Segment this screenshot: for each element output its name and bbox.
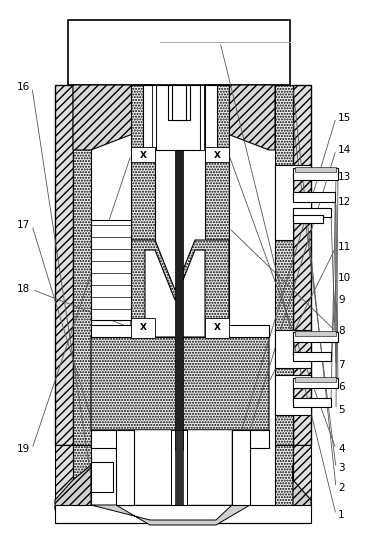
Bar: [205, 318, 229, 338]
Bar: [293, 208, 331, 217]
Bar: [168, 85, 190, 120]
Bar: [293, 85, 311, 445]
Bar: [293, 398, 331, 407]
Text: 6: 6: [338, 382, 345, 392]
Bar: [172, 85, 186, 120]
Bar: [175, 150, 183, 450]
Text: 5: 5: [338, 405, 345, 414]
Bar: [295, 377, 336, 382]
Bar: [55, 505, 311, 523]
Bar: [293, 445, 311, 510]
Bar: [68, 20, 290, 85]
Bar: [91, 430, 269, 448]
Text: X: X: [214, 323, 221, 333]
Text: 8: 8: [338, 327, 345, 336]
Bar: [275, 445, 293, 510]
Bar: [131, 147, 155, 162]
Bar: [143, 85, 155, 150]
Text: 12: 12: [338, 197, 351, 207]
Text: X: X: [139, 323, 146, 333]
Bar: [55, 85, 73, 445]
Bar: [91, 462, 113, 492]
Bar: [295, 331, 336, 336]
Bar: [91, 325, 269, 337]
Polygon shape: [91, 240, 269, 430]
Bar: [232, 430, 250, 505]
Text: 7: 7: [338, 361, 345, 370]
Bar: [156, 85, 200, 150]
Bar: [134, 430, 232, 505]
Text: 10: 10: [338, 273, 351, 282]
Text: 4: 4: [338, 444, 345, 454]
Text: X: X: [139, 150, 146, 160]
Text: 13: 13: [338, 172, 351, 182]
Text: 18: 18: [17, 285, 30, 294]
Text: 16: 16: [17, 82, 30, 92]
Polygon shape: [275, 330, 311, 368]
Polygon shape: [73, 85, 155, 150]
Bar: [275, 85, 293, 445]
Bar: [293, 332, 338, 342]
Bar: [293, 168, 338, 180]
Text: 17: 17: [17, 220, 30, 230]
Polygon shape: [91, 505, 250, 525]
Text: 15: 15: [338, 113, 351, 122]
Bar: [293, 192, 335, 202]
Bar: [200, 85, 204, 150]
Bar: [91, 220, 131, 320]
Polygon shape: [205, 85, 275, 150]
Text: 9: 9: [338, 295, 345, 305]
Bar: [131, 85, 155, 325]
Text: 19: 19: [17, 444, 30, 454]
Bar: [116, 430, 134, 505]
Text: 3: 3: [338, 463, 345, 473]
Bar: [295, 167, 336, 172]
Text: 11: 11: [338, 242, 351, 252]
Polygon shape: [55, 465, 91, 510]
Text: 2: 2: [338, 483, 345, 493]
Text: 14: 14: [338, 145, 351, 155]
Bar: [293, 378, 338, 388]
Bar: [205, 85, 217, 150]
Bar: [152, 85, 156, 150]
Bar: [73, 85, 91, 445]
Bar: [73, 445, 91, 510]
Polygon shape: [275, 165, 311, 240]
Polygon shape: [145, 250, 205, 337]
Bar: [131, 318, 155, 338]
Bar: [175, 430, 183, 505]
Bar: [293, 215, 323, 223]
Polygon shape: [293, 465, 311, 510]
Polygon shape: [275, 375, 311, 415]
Bar: [293, 352, 331, 361]
Bar: [171, 430, 187, 505]
Bar: [205, 85, 229, 325]
Bar: [205, 147, 229, 162]
Text: X: X: [214, 150, 221, 160]
Text: 1: 1: [338, 510, 345, 520]
Bar: [55, 445, 73, 510]
